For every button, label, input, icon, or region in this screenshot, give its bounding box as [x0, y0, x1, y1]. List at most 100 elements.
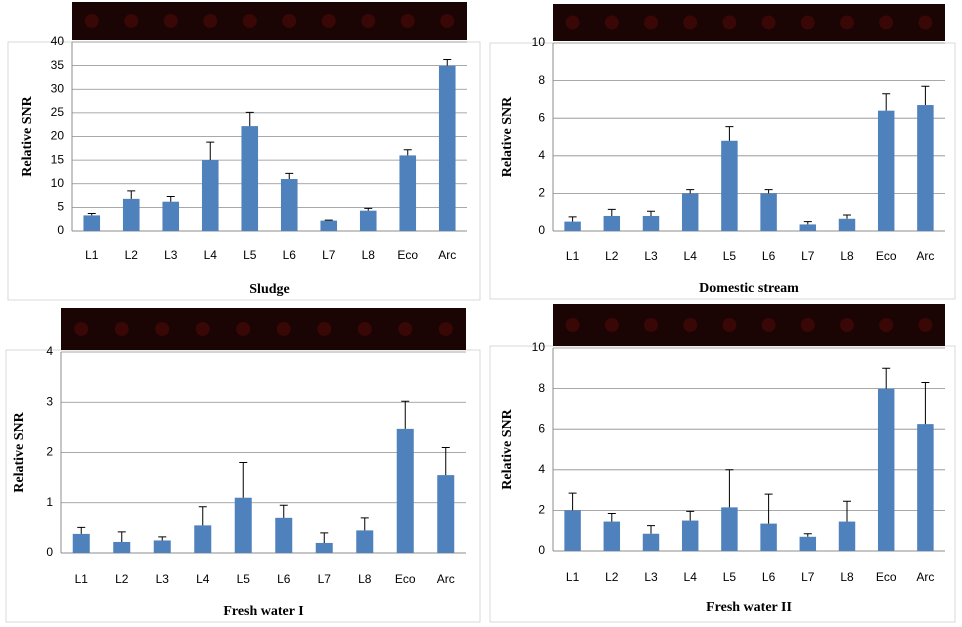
y-tick-label: 0	[538, 543, 545, 557]
y-tick-label: 8	[538, 381, 545, 395]
blot-spot	[604, 15, 619, 30]
bar	[642, 215, 660, 231]
bar	[917, 424, 934, 551]
bar	[234, 497, 252, 553]
x-tick-label: L4	[684, 249, 698, 263]
x-tick-label: L1	[75, 572, 89, 586]
x-tick-label: L4	[204, 248, 218, 262]
error-bar	[686, 510, 695, 521]
blot-spot	[400, 14, 415, 28]
y-tick-label: 10	[51, 176, 65, 190]
bar	[838, 218, 856, 231]
x-tick-label: Eco	[876, 249, 897, 263]
x-axis-label: Fresh water II	[706, 600, 792, 615]
error-bar	[158, 536, 167, 541]
bar	[153, 540, 171, 553]
blot-spot	[317, 322, 332, 336]
blot-spot	[918, 318, 933, 332]
x-tick-label: L5	[237, 572, 251, 586]
bar	[72, 533, 90, 553]
x-tick-label: Arc	[438, 248, 456, 262]
error-bar	[607, 208, 616, 216]
y-tick-label: 2	[538, 186, 545, 200]
x-tick-label: L7	[801, 249, 815, 263]
y-tick-label: 15	[51, 152, 65, 166]
bar	[681, 193, 699, 231]
error-bar	[245, 111, 254, 127]
bar	[280, 179, 298, 231]
blot-spot	[644, 15, 658, 30]
error-bar	[117, 531, 126, 542]
y-tick-label: 0	[538, 223, 545, 237]
error-bar	[77, 526, 86, 534]
x-tick-label: L1	[566, 249, 580, 263]
blot-spot	[604, 318, 619, 332]
bar	[122, 198, 140, 231]
y-tick-label: 4	[538, 462, 545, 476]
blot-spot	[84, 14, 99, 28]
error-bar	[320, 532, 329, 543]
bar	[603, 521, 621, 551]
x-tick-label: L8	[840, 249, 854, 263]
x-tick-label: L6	[283, 248, 297, 262]
bar	[877, 110, 895, 231]
bar	[799, 224, 817, 231]
blot-spot	[195, 322, 210, 336]
y-tick-label: 2	[538, 503, 545, 517]
y-tick-label: 8	[538, 73, 545, 87]
blot-spot	[644, 318, 658, 332]
y-tick-label: 30	[51, 81, 65, 95]
blot-spot	[438, 322, 453, 336]
bar	[564, 221, 581, 231]
x-tick-label: L6	[762, 249, 776, 263]
blot-spot	[155, 322, 170, 336]
blot-spot	[683, 15, 698, 30]
blot-spot	[840, 15, 854, 30]
blot-spot	[321, 14, 336, 28]
error-bar	[403, 149, 412, 156]
error-bar	[803, 533, 812, 537]
error-bar	[647, 210, 655, 216]
bar	[275, 517, 293, 553]
blot-spot	[565, 318, 580, 332]
x-tick-label: L6	[762, 570, 776, 584]
blot-spot	[236, 322, 251, 336]
error-bar	[441, 446, 450, 476]
y-axis-label: Relative SNR	[12, 411, 27, 492]
y-axis-label: Relative SNR	[500, 96, 515, 177]
bar	[681, 520, 699, 551]
error-bar	[764, 189, 773, 194]
x-tick-label: L5	[243, 248, 257, 262]
y-tick-label: 0	[57, 223, 64, 237]
bar	[760, 193, 777, 231]
blot-spot	[565, 15, 580, 30]
x-tick-label: L4	[684, 570, 698, 584]
blot-spot	[722, 15, 737, 30]
y-tick-label: 6	[538, 421, 545, 435]
blot-spot	[722, 318, 737, 332]
bar	[437, 475, 455, 553]
x-tick-label: L5	[723, 249, 737, 263]
x-tick-label: Arc	[916, 249, 934, 263]
y-tick-label: 2	[46, 445, 53, 459]
error-bar	[279, 504, 288, 518]
x-axis-label: Sludge	[249, 282, 289, 297]
x-tick-label: Arc	[916, 570, 934, 584]
bar	[721, 507, 738, 551]
x-tick-label: L3	[644, 249, 658, 263]
blot-spot	[203, 14, 218, 28]
x-tick-label: L2	[125, 248, 139, 262]
x-tick-label: L1	[566, 570, 580, 584]
error-bar	[843, 500, 851, 522]
blot-spot	[114, 322, 129, 336]
x-tick-label: L7	[801, 570, 815, 584]
x-tick-label: L7	[322, 248, 336, 262]
x-tick-label: L3	[156, 572, 170, 586]
blot-spot	[276, 322, 291, 336]
bar	[356, 530, 374, 553]
x-tick-label: Eco	[395, 572, 416, 586]
bar	[838, 521, 856, 551]
bar	[201, 160, 219, 231]
error-bar	[764, 493, 773, 524]
blot-spot	[282, 14, 297, 28]
